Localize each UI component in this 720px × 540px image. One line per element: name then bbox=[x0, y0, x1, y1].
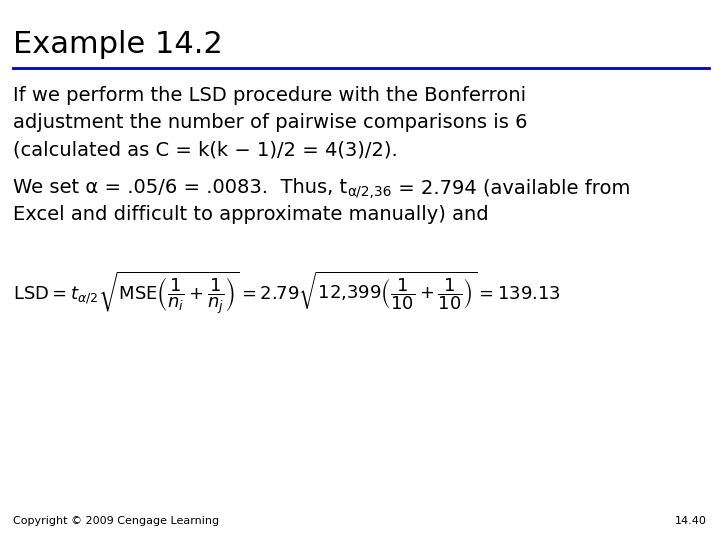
Text: α/2,36: α/2,36 bbox=[347, 185, 392, 199]
Text: Example 14.2: Example 14.2 bbox=[13, 30, 222, 59]
Text: If we perform the LSD procedure with the Bonferroni: If we perform the LSD procedure with the… bbox=[13, 86, 526, 105]
Text: 14.40: 14.40 bbox=[675, 516, 707, 526]
Text: = 2.794 (available from: = 2.794 (available from bbox=[392, 178, 630, 197]
Text: We set α = .05/6 = .0083.  Thus, t: We set α = .05/6 = .0083. Thus, t bbox=[13, 178, 347, 197]
Text: (calculated as C = k(k − 1)/2 = 4(3)/2).: (calculated as C = k(k − 1)/2 = 4(3)/2). bbox=[13, 140, 397, 159]
Text: adjustment the number of pairwise comparisons is 6: adjustment the number of pairwise compar… bbox=[13, 113, 528, 132]
Text: $\mathrm{LSD} = t_{\alpha/2}\sqrt{\mathrm{MSE}\left(\dfrac{1}{n_i}+\dfrac{1}{n_j: $\mathrm{LSD} = t_{\alpha/2}\sqrt{\mathr… bbox=[13, 270, 561, 316]
Text: Copyright © 2009 Cengage Learning: Copyright © 2009 Cengage Learning bbox=[13, 516, 219, 526]
Text: Excel and difficult to approximate manually) and: Excel and difficult to approximate manua… bbox=[13, 205, 489, 224]
